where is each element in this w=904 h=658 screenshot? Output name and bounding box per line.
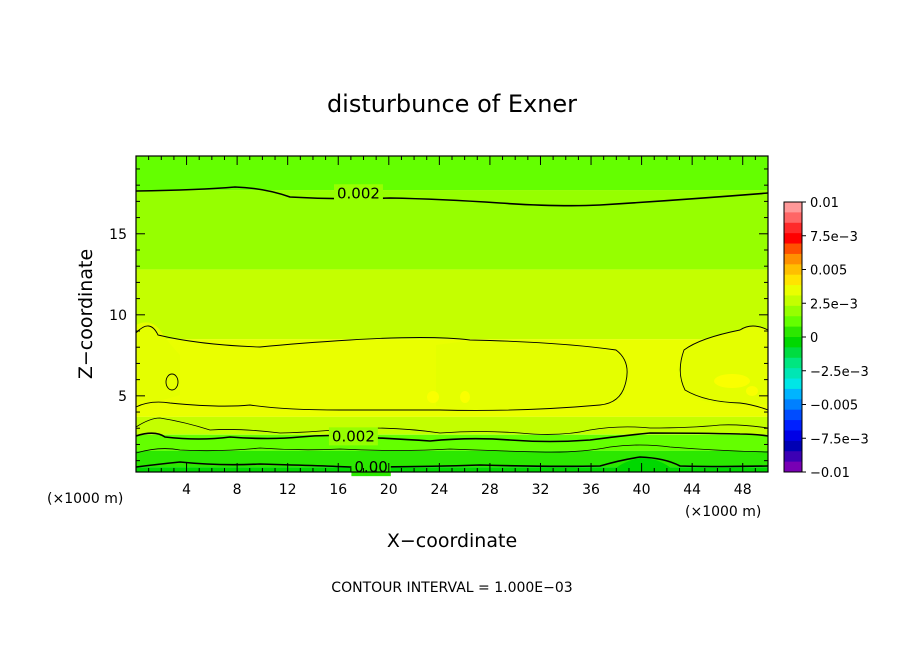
colorbar-swatch (784, 461, 802, 473)
x-tick-label: 36 (582, 482, 600, 498)
x-tick-label: 20 (380, 482, 398, 498)
colorbar-swatch (784, 378, 802, 390)
colorbar-swatch (784, 409, 802, 421)
x-tick-label: 28 (481, 482, 499, 498)
colorbar-swatch (784, 295, 802, 307)
blob-yellow-3 (714, 374, 750, 388)
x-tick-label: 24 (430, 482, 448, 498)
blob-bottom-right (612, 458, 675, 472)
fill-band (136, 190, 768, 270)
colorbar-label: 0.01 (810, 196, 839, 211)
contour-line-right-loop (679, 325, 768, 411)
plot-area (136, 156, 768, 472)
colorbar-swatch (784, 326, 802, 338)
colorbar-swatch (784, 388, 802, 400)
blob-yellow-4 (746, 386, 758, 396)
contour-line-top (136, 186, 768, 207)
x-tick-label: 48 (734, 482, 752, 498)
contour-label: 0.002 (337, 184, 380, 202)
colorbar-swatch (784, 212, 802, 224)
colorbar-swatch (784, 420, 802, 431)
x-axis-unit-right: (×1000 m) (685, 504, 761, 520)
colorbar-swatch (784, 274, 802, 286)
colorbar-swatch (784, 440, 802, 452)
x-tick-label: 12 (279, 482, 297, 498)
colorbar-swatch (784, 243, 802, 255)
colorbar-swatch (784, 264, 802, 276)
contour-label: 0.00 (354, 458, 387, 476)
contour-line-bottom (136, 456, 768, 468)
colorbar-label: 0.005 (810, 264, 847, 279)
colorbar-swatch (784, 399, 802, 411)
fill-bands (136, 156, 768, 472)
contour-line-lower-3 (136, 444, 768, 454)
blob-yellow-2 (460, 391, 470, 403)
colorbar-label: −2.5e−3 (810, 365, 869, 380)
chart-title: disturbunce of Exner (327, 90, 577, 118)
contour-line-lower-1 (136, 417, 768, 435)
contour-line-small-loop (165, 373, 179, 391)
blob-left-upper (136, 322, 180, 402)
y-axis-label: Z−coordinate (75, 249, 97, 379)
contour-label-bg (333, 184, 383, 203)
colorbar-swatch (784, 368, 802, 380)
colorbar-swatch (784, 222, 802, 234)
x-tick-label: 32 (532, 482, 550, 498)
colorbar-swatch (784, 337, 802, 348)
colorbar-swatch (784, 202, 802, 213)
colorbar-label: 0 (810, 331, 818, 346)
contour-line-lower-2 (136, 432, 768, 443)
x-tick-label: 8 (233, 482, 242, 498)
colorbar-swatch (784, 451, 802, 463)
y-tick-label: 10 (109, 308, 127, 324)
x-tick-label: 4 (182, 482, 191, 498)
colorbar-swatch (784, 305, 802, 317)
x-tick-label: 16 (329, 482, 347, 498)
colorbar-swatch (784, 316, 802, 328)
colorbar-label: 2.5e−3 (810, 297, 858, 312)
x-axis-ticks: 4 8 12 16 20 24 28 32 36 40 44 48 (148, 156, 756, 498)
colorbar-swatch (784, 285, 802, 296)
colorbar-swatch (784, 233, 802, 245)
y-tick-label: 15 (109, 227, 127, 243)
colorbar-swatch (784, 430, 802, 442)
colorbar-swatch (784, 253, 802, 265)
contour-line-middle (136, 325, 628, 411)
colorbar-label: 7.5e−3 (810, 230, 858, 245)
y-axis-ticks: 5 10 15 (109, 168, 768, 462)
blob-yellow-1 (427, 391, 439, 403)
x-tick-label: 44 (683, 482, 701, 498)
colorbar: 0.01 7.5e−3 0.005 2.5e−3 0 −2.5e−3 −0.005 −7.5e… (783, 196, 869, 481)
y-tick-label: 5 (118, 389, 127, 405)
fill-blobs (136, 322, 768, 472)
x-tick-label: 40 (633, 482, 651, 498)
contour-interval-note: CONTOUR INTERVAL = 1.000E−03 (331, 580, 572, 596)
fill-band (136, 269, 768, 340)
x-axis-label: X−coordinate (387, 530, 517, 552)
colorbar-label: −7.5e−3 (810, 432, 869, 447)
blob-mid-right (436, 339, 630, 411)
colorbar-swatch (784, 347, 802, 359)
fill-band (136, 156, 768, 191)
colorbar-swatch (784, 357, 802, 369)
x-axis-unit-left: (×1000 m) (47, 491, 123, 507)
colorbar-label: −0.01 (810, 466, 850, 481)
fill-band (136, 416, 768, 435)
colorbar-label: −0.005 (810, 399, 858, 414)
contour-label: 0.002 (332, 427, 375, 445)
contour-label-bg (328, 427, 378, 446)
contour-lines (136, 186, 768, 468)
